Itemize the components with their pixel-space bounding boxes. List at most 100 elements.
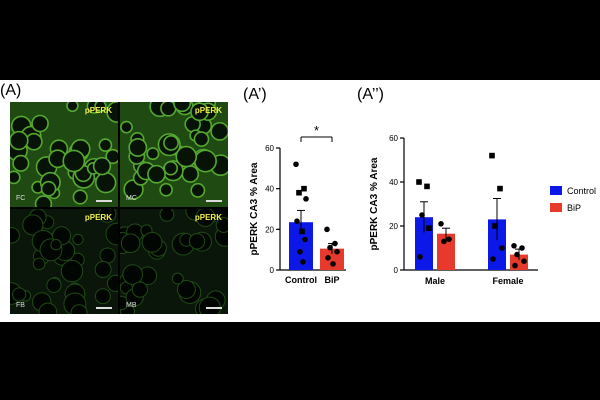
y-tick-label: 20 [265,225,274,234]
legend-swatch-bip [550,203,562,212]
micrograph-texture [120,102,228,207]
chart-a2: 0 20 40 60 pPERK CA3 % Area Male Female Control… [369,134,596,286]
legend-label-control: Control [567,186,596,196]
cell-shape [120,120,133,134]
cell-shape [40,180,57,197]
data-point-circle [490,256,496,262]
cell-shape [163,135,179,151]
micrograph-fc: pPERK FC [10,102,118,207]
micrograph-corner-label: FC [16,195,26,202]
cell-shape [141,231,163,253]
micrograph-corner-label: FB [16,302,25,309]
micrograph-label: pPERK [194,106,222,115]
data-point-circle [514,251,520,258]
micrograph-label: pPERK [84,106,112,115]
cell-shape [94,261,112,278]
data-point-square [497,185,503,192]
cell-shape [92,156,112,176]
data-point-square [492,223,498,229]
cell-shape [173,102,192,113]
cell-shape [128,137,148,157]
micrograph-texture [10,102,118,207]
scale-bar [206,307,222,309]
cell-shape [195,209,216,227]
cell-shape [190,102,209,122]
cell-shape [147,164,166,184]
cell-shape [70,304,88,314]
panel-a2-label: (A’’) [357,86,384,103]
cell-shape [131,281,148,298]
legend-label-bip: BiP [567,203,581,213]
y-tick-label: 60 [389,134,398,143]
cell-shape [215,217,228,233]
x-tick-label: Control [285,275,317,285]
cell-shape [159,209,175,222]
data-point-circle [297,248,303,255]
data-point-square [489,152,495,159]
cell-shape [32,257,46,271]
x-tick-label: Male [425,276,445,286]
cell-shape [120,233,141,254]
cell-shape [193,149,217,173]
cell-shape [198,296,221,314]
micrograph-label: pPERK [84,213,112,222]
micrograph-texture [120,209,228,314]
cell-shape [176,280,196,299]
data-point-circle [334,248,340,255]
data-point-circle [521,258,527,264]
data-point-circle [511,243,517,249]
cell-shape [190,182,206,198]
data-point-circle [417,254,423,260]
cell-shape [22,214,44,236]
micrograph-mb: pPERK MB [120,209,228,314]
micrograph-texture [10,209,118,314]
data-point-square [301,185,307,192]
cell-shape [72,189,88,205]
cell-shape [105,222,118,246]
cell-shape [98,209,117,223]
legend-swatch-control [550,186,562,195]
cell-shape [60,259,84,283]
data-point-circle [441,238,447,245]
data-point-square [416,179,422,185]
data-point-circle [300,259,306,265]
cell-shape [34,195,53,207]
cell-shape [50,239,62,251]
cell-shape [12,154,30,172]
cell-shape [193,131,210,147]
figure: (A) (A’) (A’’) pPERK FC pPERK MC pPERK F… [0,80,600,322]
data-point-circle [302,236,308,243]
cell-shape [188,233,206,250]
cell-shape [38,302,58,314]
cell-shape [122,264,143,285]
y-axis-label: pPERK CA3 % Area [369,157,380,250]
data-point-circle [512,262,518,269]
y-tick-label: 60 [265,144,274,153]
cell-shape [12,287,27,302]
data-point-circle [324,226,330,233]
cell-shape [46,277,62,293]
y-tick-label: 40 [389,178,398,187]
cell-shape [106,274,118,292]
cell-shape [171,272,184,285]
x-tick-label: Female [492,276,523,286]
chart-a1: 0 20 40 60 pPERK CA3 % Area Control BiP * [249,123,346,285]
micrograph-corner-label: MC [126,195,137,202]
x-tick-label: BiP [324,275,339,285]
panel-a1-label: (A’) [243,86,267,103]
data-point-circle [332,240,338,247]
cell-shape [62,149,86,173]
data-point-square [426,225,432,231]
bar-bip-male [437,233,455,270]
cell-shape [99,247,116,264]
data-point-circle [419,212,425,218]
micrograph-grid: pPERK FC pPERK MC pPERK FB pPERK MB [10,102,228,314]
cell-shape [95,171,117,194]
cell-shape [66,102,79,113]
micrograph-fb: pPERK FB [10,209,118,314]
scale-bar [96,200,112,202]
data-point-circle [303,196,309,202]
cell-shape [10,227,20,244]
data-point-circle [294,218,300,224]
cell-shape [10,170,21,185]
